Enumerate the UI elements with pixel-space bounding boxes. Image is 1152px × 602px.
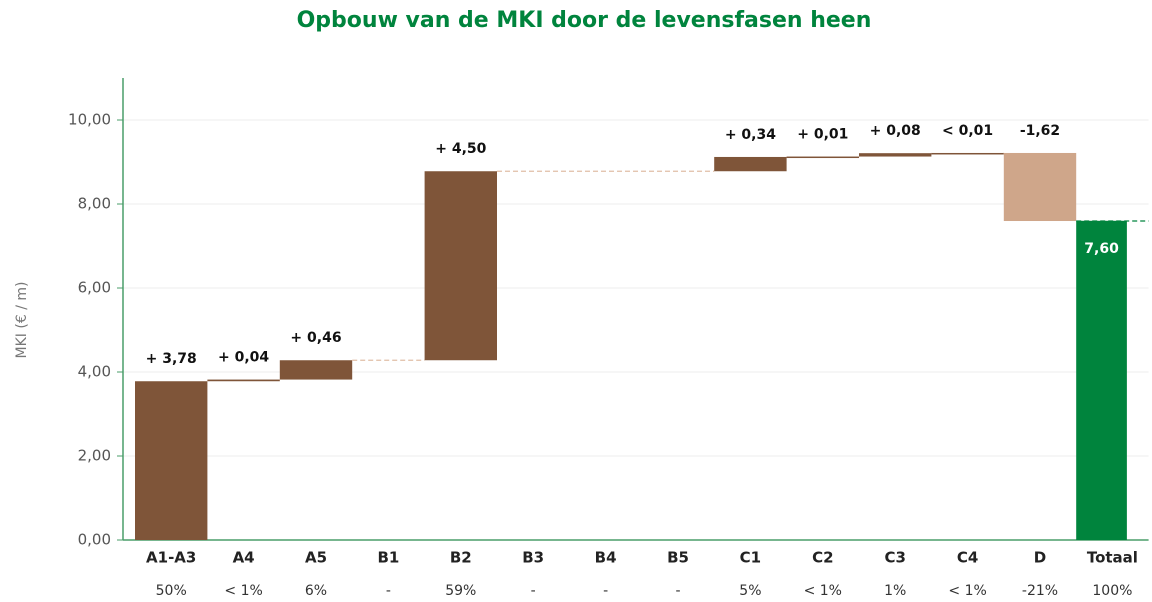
value-label: -1,62: [1020, 123, 1060, 139]
share-label: -: [603, 583, 608, 599]
y-tick-label: 4,00: [78, 363, 111, 381]
share-label: -: [675, 583, 680, 599]
value-label: + 0,46: [290, 330, 341, 346]
x-tick-label: C1: [740, 549, 761, 567]
share-label: < 1%: [224, 583, 262, 599]
bar: [1003, 152, 1077, 222]
x-tick-label: B5: [667, 549, 689, 567]
value-label: + 0,01: [797, 127, 848, 143]
share-label: 6%: [305, 583, 327, 599]
value-label: 7,60: [1084, 241, 1119, 257]
bar: [859, 153, 932, 157]
share-label: 50%: [156, 583, 187, 599]
x-tick-label: A5: [305, 549, 327, 567]
bar: [424, 171, 497, 361]
chart-title: Opbouw van de MKI door de levensfasen he…: [297, 8, 872, 33]
share-label: -: [531, 583, 536, 599]
share-label: < 1%: [948, 583, 986, 599]
bar: [135, 381, 208, 540]
share-label: -: [386, 583, 391, 599]
bar: [931, 152, 1004, 155]
y-tick-label: 0,00: [78, 531, 111, 549]
x-tick-label: A1-A3: [146, 549, 196, 567]
x-tick-label: D: [1034, 549, 1046, 567]
x-tick-label: B4: [595, 549, 617, 567]
share-label: 1%: [884, 583, 906, 599]
x-tick-label: C2: [812, 549, 833, 567]
x-tick-label: Totaal: [1087, 549, 1138, 567]
y-axis-label: MKI (€ / m): [14, 282, 30, 359]
bar: [786, 156, 859, 159]
y-tick-label: 8,00: [78, 195, 111, 213]
y-tick-label: 2,00: [78, 447, 111, 465]
value-label: + 4,50: [435, 141, 486, 157]
y-tick-label: 10,00: [68, 111, 111, 129]
x-tick-label: C3: [884, 549, 905, 567]
value-label: + 0,04: [218, 350, 269, 366]
share-label: 59%: [445, 583, 476, 599]
share-label: -21%: [1022, 583, 1058, 599]
value-label: < 0,01: [942, 123, 993, 139]
share-label: 5%: [739, 583, 761, 599]
x-tick-label: C4: [957, 549, 978, 567]
bar: [1076, 220, 1127, 541]
x-tick-label: B2: [450, 549, 472, 567]
bar: [207, 379, 280, 382]
value-label: + 3,78: [146, 351, 197, 367]
value-label: + 0,08: [870, 123, 921, 139]
bar: [279, 360, 353, 380]
bar: [714, 156, 787, 172]
y-tick-label: 6,00: [78, 279, 111, 297]
x-tick-label: A4: [233, 549, 255, 567]
value-label: + 0,34: [725, 127, 776, 143]
x-tick-label: B1: [377, 549, 399, 567]
share-label: 100%: [1092, 583, 1132, 599]
share-label: < 1%: [804, 583, 842, 599]
x-tick-label: B3: [522, 549, 544, 567]
